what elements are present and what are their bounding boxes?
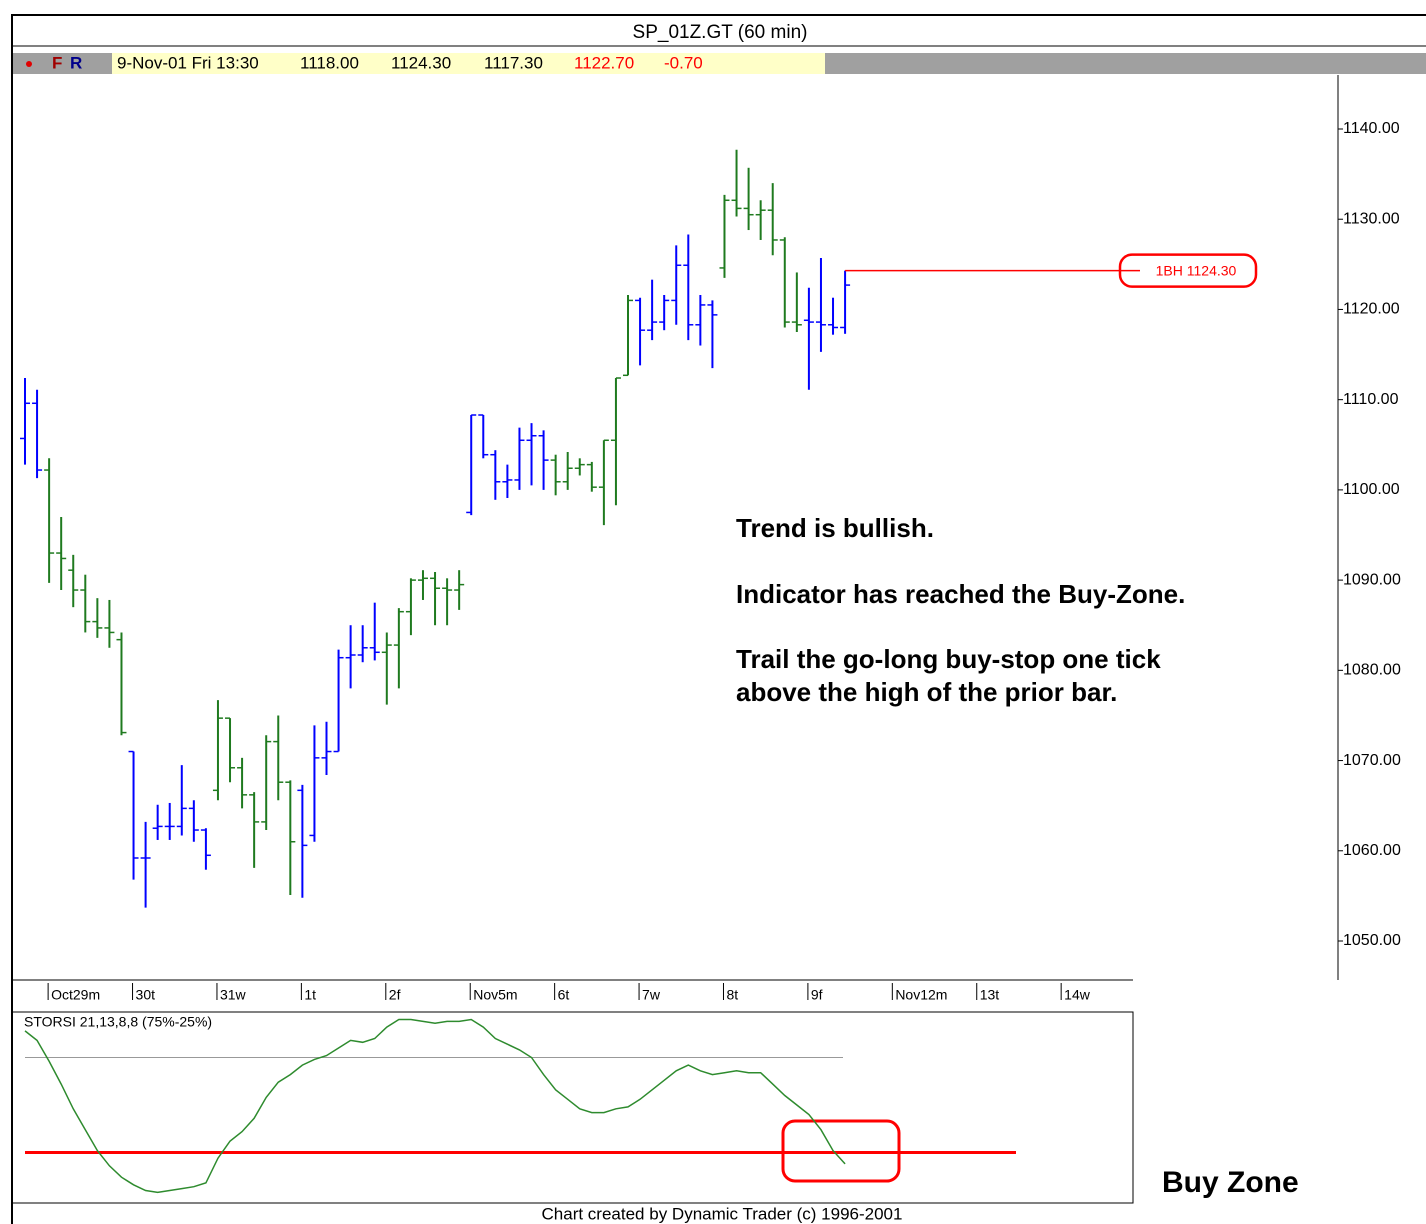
x-tick-label: 13t <box>980 987 1000 1003</box>
status-value: 1122.70 <box>574 53 634 72</box>
status-info: 9-Nov-01 Fri 13:30 1118.00 1124.30 1117.30 1… <box>117 53 703 72</box>
y-tick-label: 1050.00 <box>1343 932 1401 949</box>
footer: Chart created by Dynamic Trader (c) 1996… <box>542 1204 903 1223</box>
buy-zone-label: Buy Zone <box>1162 1166 1299 1199</box>
x-tick-label: 31w <box>220 987 247 1003</box>
y-tick-label: 1090.00 <box>1343 571 1401 588</box>
x-tick-label: Oct29m <box>51 987 100 1003</box>
annotation: Indicator has reached the Buy-Zone. <box>736 579 1185 609</box>
x-tick-label: 6t <box>558 987 570 1003</box>
x-tick-label: Nov12m <box>895 987 947 1003</box>
x-tick-label: 9f <box>811 987 823 1003</box>
status-value: 1124.30 <box>391 53 451 72</box>
status-flag: F <box>52 53 62 72</box>
y-tick-label: 1070.00 <box>1343 752 1401 769</box>
y-tick-label: 1120.00 <box>1343 301 1400 318</box>
status-dot <box>26 61 32 67</box>
chart-title: SP_01Z.GT (60 min) <box>633 22 808 43</box>
status-box <box>112 53 825 74</box>
x-tick-label: 2f <box>389 987 401 1003</box>
x-tick-label: 1t <box>304 987 316 1003</box>
window-frame <box>11 14 1426 1224</box>
x-tick-label: 8t <box>726 987 738 1003</box>
x-tick-label: Nov5m <box>473 987 517 1003</box>
status-value: 1118.00 <box>300 53 359 72</box>
annotation: Trail the go-long buy-stop one tick <box>736 644 1161 674</box>
y-tick-label: 1130.00 <box>1343 210 1400 227</box>
annotation: above the high of the prior bar. <box>736 677 1117 707</box>
y-tick-label: 1060.00 <box>1343 842 1401 859</box>
indicator-label: STORSI 21,13,8,8 (75%-25%) <box>24 1014 212 1030</box>
y-tick-label: 1110.00 <box>1343 391 1399 408</box>
status-value: 9-Nov-01 Fri 13:30 <box>117 53 259 72</box>
indicator-panel <box>11 1011 1134 1204</box>
y-tick-label: 1140.00 <box>1343 120 1400 137</box>
y-tick-label: 1100.00 <box>1343 481 1400 498</box>
status-value: 1117.30 <box>484 53 543 72</box>
stop-label: 1BH 1124.30 <box>1156 262 1237 278</box>
status-flag: R <box>70 53 82 72</box>
x-tick-label: 30t <box>136 987 156 1003</box>
x-tick-label: 14w <box>1064 987 1091 1003</box>
x-tick-label: 7w <box>642 987 661 1003</box>
indicator-line <box>24 1018 846 1194</box>
y-tick-label: 1080.00 <box>1343 662 1401 679</box>
annotation: Trend is bullish. <box>736 513 934 543</box>
status-value: -0.70 <box>664 53 703 72</box>
